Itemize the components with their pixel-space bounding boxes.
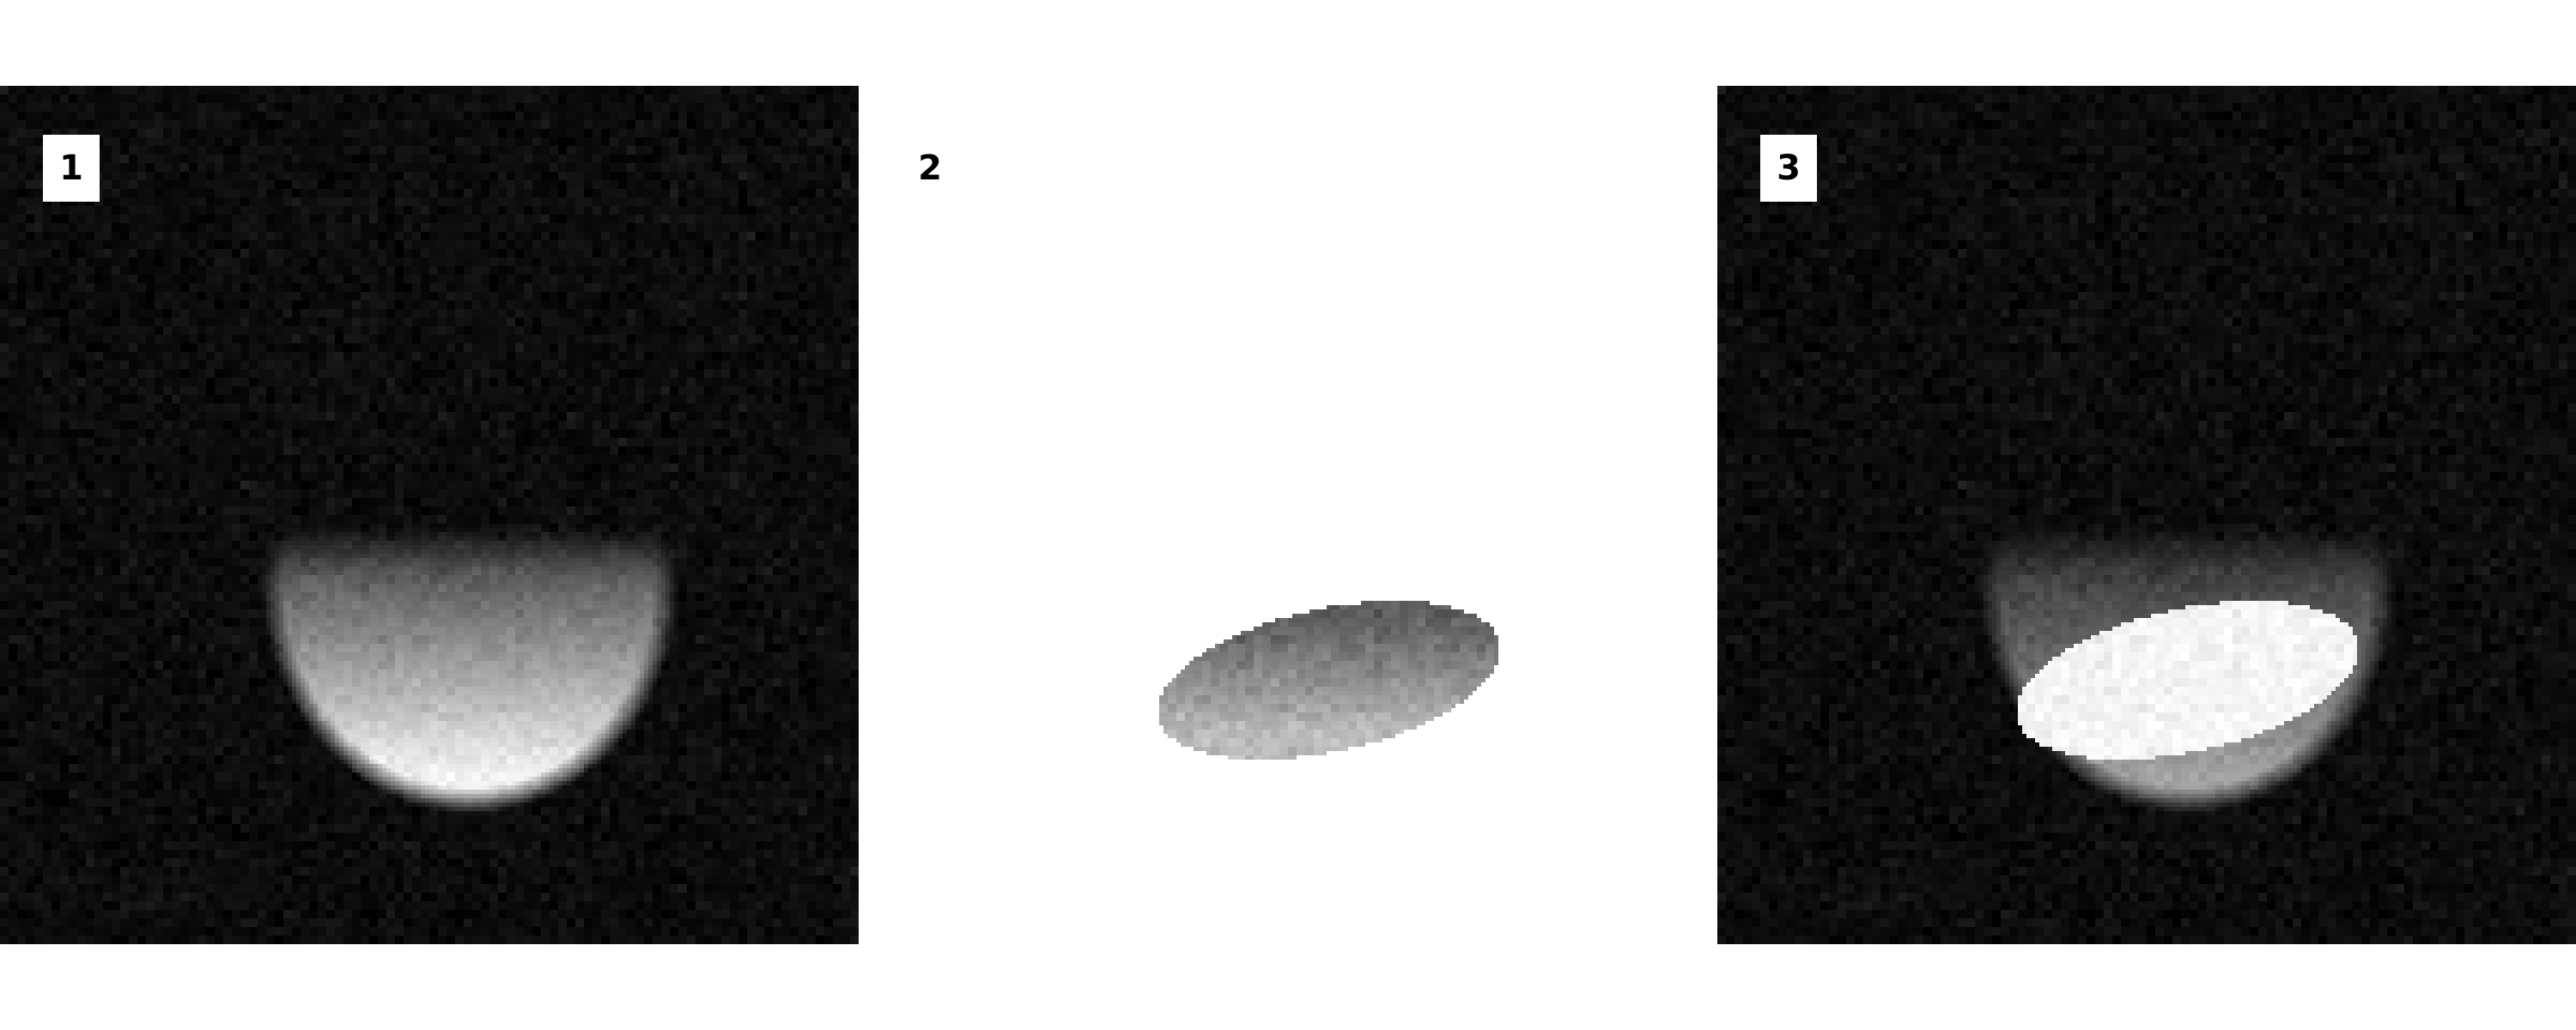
image-panel-3: 3	[1717, 86, 2576, 944]
panel-label-3: 3	[1760, 135, 1817, 202]
panel-label-2: 2	[918, 148, 942, 188]
noisy-scan-image	[0, 86, 859, 944]
segmented-region-image	[859, 86, 1717, 944]
panel-label-1: 1	[43, 135, 100, 202]
thresholded-overlay-image	[1717, 86, 2576, 944]
image-panel-2: 2	[859, 86, 1717, 944]
image-panel-1: 1	[0, 86, 859, 944]
